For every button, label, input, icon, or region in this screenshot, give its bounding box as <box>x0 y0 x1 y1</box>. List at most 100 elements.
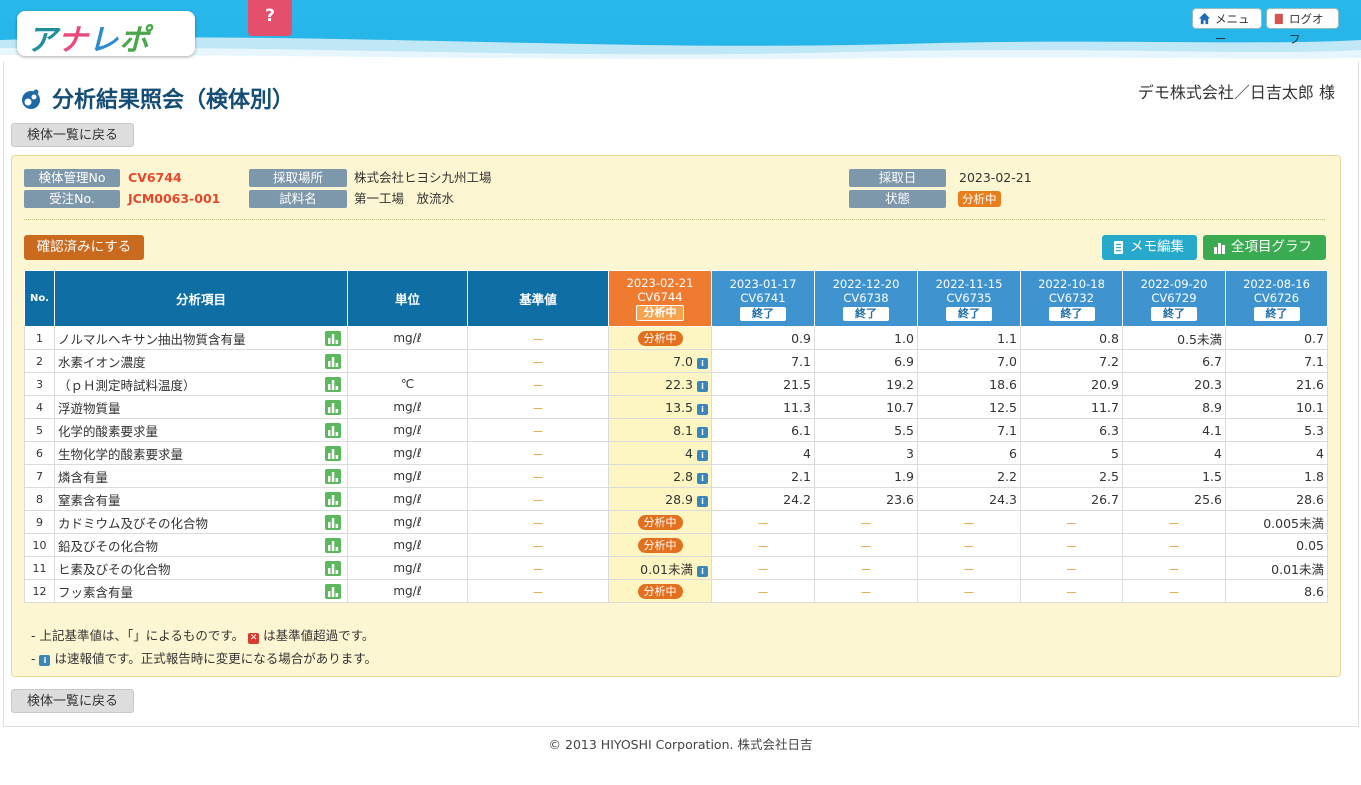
graph-icon[interactable] <box>325 469 341 484</box>
past-value: － <box>917 510 1021 534</box>
past-value: 21.5 <box>711 372 815 396</box>
info-icon: i <box>697 357 708 369</box>
header-sample-4: 2022-10-18 CV6732 終了 <box>1020 270 1123 327</box>
all-items-graph-button[interactable]: 全項目グラフ <box>1203 235 1326 260</box>
item-standard: － <box>467 487 609 511</box>
item-name-text: ノルマルヘキサン抽出物質含有量 <box>58 331 246 347</box>
sample-status: 終了 <box>946 306 992 321</box>
item-standard: － <box>467 372 609 396</box>
logo-text: アナレポ <box>27 23 151 58</box>
past-value: － <box>711 579 815 603</box>
table-row: 3 （ｐＨ測定時試料温度） ℃ － 22.3 i 21.5 19.2 18.6 20.9 20.3 2… <box>24 372 1328 396</box>
sample-name-value: 第一工場 放流水 <box>354 191 455 206</box>
past-value: 2.1 <box>711 464 815 488</box>
menu-button[interactable]: メニュー <box>1192 8 1262 46</box>
logoff-label: ログオフ <box>1289 12 1324 46</box>
memo-edit-button[interactable]: メモ編集 <box>1102 235 1197 260</box>
item-name: ヒ素及びその化合物 <box>54 556 348 580</box>
table-row: 12 フッ素含有量 mg/ℓ －分析中－－－－－ 8.6 <box>24 579 1328 603</box>
header-no: No. <box>24 270 55 327</box>
sample-status: 終了 <box>1253 306 1300 321</box>
table-row: 1 ノルマルヘキサン抽出物質含有量 mg/ℓ － 分析中 0.9 1.0 1.1 0.8 0.5未… <box>24 326 1328 350</box>
row-no: 10 <box>24 533 55 557</box>
row-no: 7 <box>24 464 55 488</box>
item-standard: － <box>467 349 609 373</box>
current-value-text: 4 <box>685 445 693 461</box>
graph-icon[interactable] <box>325 515 341 530</box>
date-value: 2023-02-21 <box>959 170 1032 185</box>
memo-icon <box>1114 241 1123 254</box>
past-value: － <box>711 533 815 557</box>
item-standard: － <box>467 326 609 350</box>
divider <box>24 219 1325 220</box>
item-unit: mg/ℓ <box>347 487 468 511</box>
graph-icon[interactable] <box>325 446 341 461</box>
graph-icon[interactable] <box>325 331 341 346</box>
confirm-button[interactable]: 確認済みにする <box>24 235 144 260</box>
current-value: 8.1 i <box>608 418 712 442</box>
past-value: 1.1 <box>917 326 1021 350</box>
graph-icon[interactable] <box>325 584 341 599</box>
past-value: 10.7 <box>814 395 918 419</box>
sample-date: 2023-01-17 <box>729 276 797 291</box>
current-value: 0.01未満 i <box>608 556 712 580</box>
past-value: 7.1 <box>917 418 1021 442</box>
sample-date: 2022-12-20 <box>832 276 900 291</box>
past-value: － <box>1122 556 1226 580</box>
note-dash: - <box>31 651 40 666</box>
past-value: 0.005未満 <box>1225 510 1328 534</box>
past-value: － <box>1020 579 1123 603</box>
back-to-list-button-bottom[interactable]: 検体一覧に戻る <box>11 689 134 713</box>
door-icon <box>1274 13 1283 25</box>
logoff-button[interactable]: ログオフ <box>1266 8 1339 46</box>
memo-edit-label: メモ編集 <box>1130 239 1184 255</box>
analyzing-badge: 分析中 <box>637 331 683 346</box>
past-value: 24.2 <box>711 487 815 511</box>
past-value: 4 <box>1225 441 1328 465</box>
info-icon: i <box>697 495 708 507</box>
past-value: 11.3 <box>711 395 815 419</box>
item-standard: － <box>467 418 609 442</box>
graph-icon[interactable] <box>325 423 341 438</box>
graph-icon[interactable] <box>325 538 341 553</box>
header-sample-5: 2022-09-20 CV6729 終了 <box>1122 270 1226 327</box>
graph-icon[interactable] <box>325 561 341 576</box>
note-preliminary: - i は速報値です。正式報告時に変更になる場合があります。 <box>31 648 377 667</box>
note-standard-text: - 上記基準値は、「」によるものです。 <box>31 628 245 643</box>
past-value: 1.0 <box>814 326 918 350</box>
order-no-label: 受注No. <box>24 190 120 208</box>
current-value-text: 8.1 <box>673 422 693 438</box>
past-value: 6.3 <box>1020 418 1123 442</box>
past-value: 0.7 <box>1225 326 1328 350</box>
app-logo[interactable]: アナレポ <box>17 11 195 58</box>
info-icon: i <box>697 449 708 461</box>
item-unit: mg/ℓ <box>347 441 468 465</box>
footer-copyright: © 2013 HIYOSHI Corporation. 株式会社日吉 <box>548 737 813 752</box>
past-value: － <box>1020 533 1123 557</box>
header-std: 基準値 <box>467 270 609 327</box>
past-value: 1.8 <box>1225 464 1328 488</box>
graph-icon[interactable] <box>325 377 341 392</box>
exceed-icon: ✕ <box>248 633 260 644</box>
past-value: 2.5 <box>1020 464 1123 488</box>
sample-date: 2022-10-18 <box>1038 276 1105 291</box>
sample-status: 終了 <box>740 306 786 321</box>
past-value: 0.8 <box>1020 326 1123 350</box>
help-tab[interactable]: ? <box>248 0 292 36</box>
header-sample-0: 2023-02-21 CV6744 分析中 <box>608 270 712 327</box>
table-row: 8 窒素含有量 mg/ℓ － 28.9 i 24.2 23.6 24.3 26.7 25.6 28.6 <box>24 487 1328 511</box>
item-name-text: 水素イオン濃度 <box>58 354 146 370</box>
row-no: 1 <box>24 326 55 350</box>
header-sample-6: 2022-08-16 CV6726 終了 <box>1225 270 1328 327</box>
graph-icon[interactable] <box>325 400 341 415</box>
past-value: － <box>814 579 918 603</box>
graph-icon[interactable] <box>325 354 341 369</box>
back-to-list-button-top[interactable]: 検体一覧に戻る <box>11 123 134 147</box>
past-value: － <box>814 510 918 534</box>
top-header: アナレポ ? メニュー ログオフ <box>0 0 1361 64</box>
past-value: 5.5 <box>814 418 918 442</box>
analyzing-badge: 分析中 <box>637 584 683 599</box>
info-icon: i <box>697 426 708 438</box>
current-value: 22.3 i <box>608 372 712 396</box>
graph-icon[interactable] <box>325 492 341 507</box>
